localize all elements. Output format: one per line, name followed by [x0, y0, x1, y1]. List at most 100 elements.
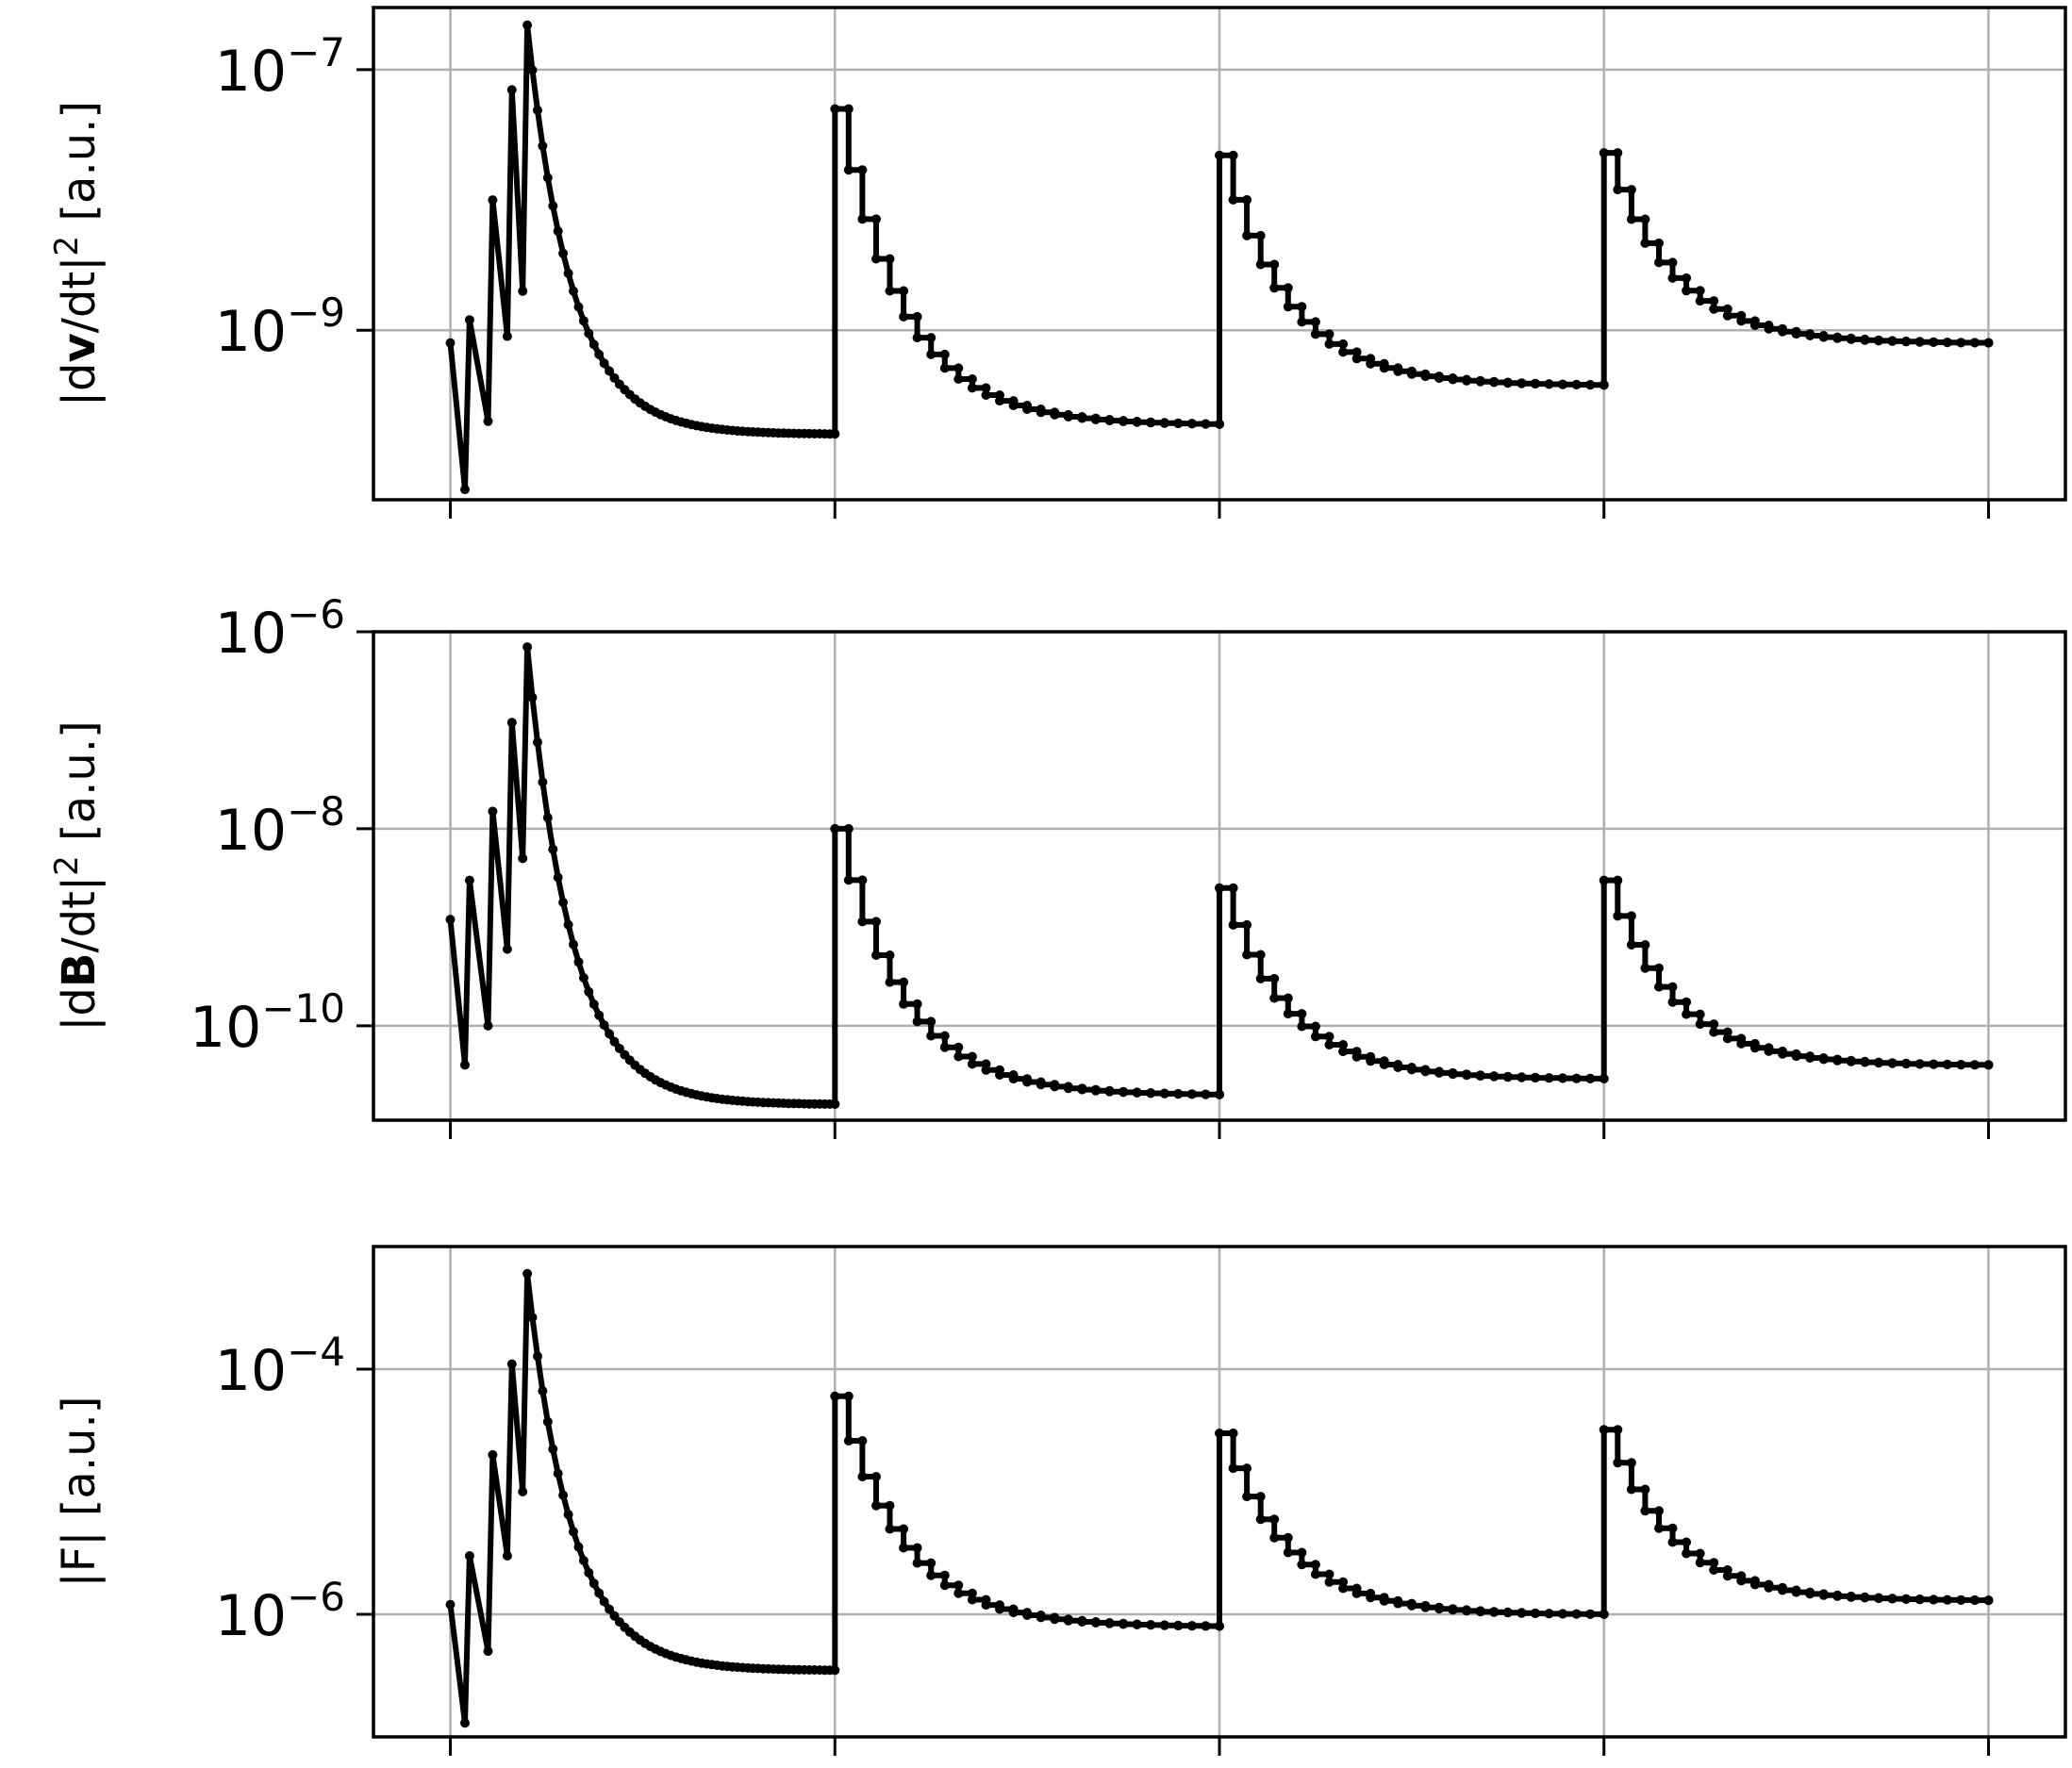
data-point [1036, 1612, 1046, 1623]
data-point [1846, 1056, 1856, 1066]
data-point [1201, 1621, 1211, 1631]
data-point [1695, 1558, 1705, 1568]
data-point [1255, 1514, 1266, 1525]
data-point [1736, 316, 1747, 326]
data-point [1324, 1569, 1334, 1579]
panel-dB-dt: 10−6 10−8 10−10 |dB/dt|2 [a.u.] [48, 591, 2067, 1139]
data-point [518, 286, 528, 296]
data-point [1201, 1089, 1211, 1099]
data-point [1764, 1582, 1774, 1593]
data-point [1215, 883, 1224, 893]
data-point [605, 366, 615, 376]
data-point [1420, 1066, 1431, 1077]
data-point [1036, 1080, 1046, 1090]
data-point [1571, 380, 1582, 389]
data-point [1640, 963, 1650, 973]
data-point [1228, 194, 1238, 205]
data-point [1613, 1458, 1623, 1468]
data-point [1462, 1606, 1472, 1616]
data-point [843, 104, 854, 114]
data-point [1791, 1587, 1801, 1597]
data-point [939, 1042, 950, 1052]
data-point [857, 165, 868, 175]
data-point [464, 315, 474, 325]
data-point [899, 286, 909, 296]
data-point [1640, 214, 1650, 224]
axes-frame [372, 6, 2067, 502]
data-point [830, 1099, 840, 1109]
data-point [995, 1604, 1004, 1614]
data-point [912, 1543, 922, 1553]
data-point [1558, 379, 1567, 389]
data-point [926, 1016, 937, 1027]
data-point [1448, 374, 1458, 385]
data-point [1983, 338, 1994, 348]
data-point [594, 1010, 605, 1020]
data-point [1749, 1043, 1760, 1053]
data-point [953, 1580, 964, 1591]
data-point [1146, 1088, 1156, 1099]
data-point [871, 214, 881, 224]
data-point [1338, 1047, 1349, 1057]
data-point [1146, 1620, 1156, 1630]
data-point [830, 823, 840, 834]
data-point [939, 1031, 950, 1041]
data-point [1215, 419, 1224, 429]
data-point [1709, 1565, 1719, 1575]
data-point [1379, 363, 1389, 373]
y-tick-label: 10−7 [215, 29, 345, 105]
data-point [1022, 1077, 1033, 1087]
data-point [1215, 150, 1224, 160]
data-point [1159, 1088, 1169, 1099]
data-point [594, 1588, 605, 1598]
data-point [1022, 1611, 1033, 1620]
data-point [953, 363, 964, 373]
data-point [1983, 1595, 1994, 1606]
data-point [1050, 409, 1060, 420]
data-point [1832, 1591, 1843, 1601]
y-tick-label: 10−9 [215, 289, 345, 365]
data-point [1255, 950, 1266, 960]
data-point [1764, 323, 1774, 334]
data-point [1090, 1618, 1101, 1628]
data-point [502, 331, 512, 341]
data-point [1832, 333, 1843, 343]
data-point [1351, 347, 1362, 357]
data-point [605, 1604, 615, 1614]
data-point [843, 875, 854, 885]
data-point [1654, 982, 1664, 992]
data-point [594, 349, 605, 359]
data-point [1585, 380, 1596, 390]
data-point [1173, 1621, 1184, 1631]
data-point [843, 823, 854, 834]
y-tick-label: 10−8 [215, 788, 345, 864]
data-point [1063, 1083, 1073, 1094]
data-point [1379, 1060, 1389, 1069]
data-point [1366, 358, 1376, 369]
data-point [502, 944, 512, 954]
data-point [506, 85, 517, 95]
data-point [1036, 407, 1046, 418]
data-point [558, 1490, 569, 1500]
data-point [1599, 148, 1609, 158]
data-point [483, 1646, 493, 1657]
data-point [885, 1500, 895, 1511]
data-point [609, 372, 620, 383]
data-point [1682, 1548, 1692, 1559]
data-point [1008, 401, 1019, 410]
data-point [1283, 302, 1293, 312]
data-point [926, 333, 937, 343]
y-axis-label: |F| [a.u.] [53, 1396, 106, 1587]
data-point [569, 286, 578, 296]
data-point [558, 898, 569, 907]
data-point [1613, 185, 1623, 195]
data-point [830, 1391, 840, 1401]
data-point [1283, 1532, 1293, 1543]
data-point [871, 917, 881, 927]
data-point [1393, 1598, 1403, 1609]
data-point [1132, 417, 1142, 427]
data-point [995, 396, 1004, 406]
data-point [1558, 1073, 1567, 1083]
data-point [1736, 1038, 1747, 1049]
data-point [912, 311, 922, 322]
